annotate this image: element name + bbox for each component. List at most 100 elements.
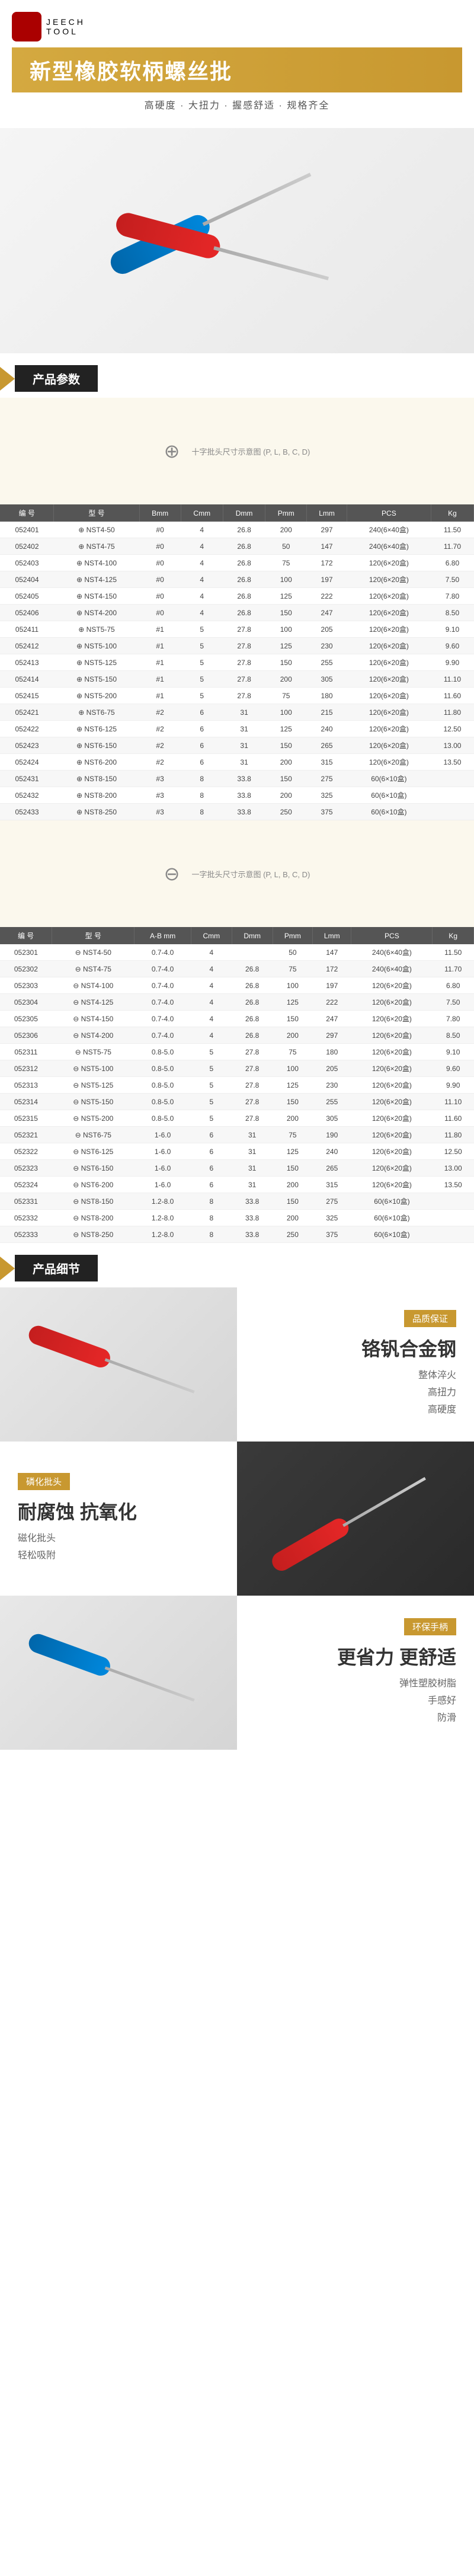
feature-badge: 品质保证	[404, 1310, 456, 1327]
table-cell: 125	[273, 1077, 313, 1094]
table-cell: 215	[307, 704, 347, 721]
table-cell: 305	[313, 1110, 351, 1127]
table-cell	[431, 771, 473, 787]
feature-image	[0, 1287, 237, 1442]
table-cell: 200	[273, 1110, 313, 1127]
table-cell: 200	[265, 754, 307, 771]
table-cell: 375	[307, 804, 347, 820]
table-cell: 26.8	[232, 977, 273, 994]
feature-title: 更省力 更舒适	[255, 1642, 456, 1670]
section-label-details: 产品细节	[15, 1255, 98, 1281]
table-cell: ⊕ NST8-150	[54, 771, 139, 787]
header: JEECH TOOL 新型橡胶软柄螺丝批 高硬度 · 大扭力 · 握感舒适 · …	[0, 0, 474, 128]
table-cell: 27.8	[223, 654, 265, 671]
table-cell: ⊖ NST5-150	[52, 1094, 134, 1110]
table-cell: 052321	[0, 1127, 52, 1143]
table-cell: 100	[265, 704, 307, 721]
table-cell: ⊖ NST5-100	[52, 1060, 134, 1077]
table-cell: 052313	[0, 1077, 52, 1094]
table-cell: 27.8	[223, 621, 265, 638]
table-cell: 1-6.0	[134, 1143, 191, 1160]
table-cell: 5	[191, 1094, 232, 1110]
table-cell: 265	[307, 737, 347, 754]
table-cell: 200	[273, 1027, 313, 1044]
table-cell: 75	[273, 1044, 313, 1060]
table-header: Kg	[431, 504, 473, 522]
table-cell: ⊕ NST5-150	[54, 671, 139, 688]
logo-text: JEECH TOOL	[46, 17, 85, 36]
arrow-icon	[0, 367, 15, 391]
table-row: 052415⊕ NST5-200#1527.875180120(6×20盒)11…	[0, 688, 474, 704]
feature-block: 磷化批头耐腐蚀 抗氧化磁化批头轻松吸附	[0, 1442, 474, 1596]
feature-text: 磷化批头耐腐蚀 抗氧化磁化批头轻松吸附	[0, 1442, 237, 1596]
table-cell: 052305	[0, 1011, 52, 1027]
table-row: 052315⊖ NST5-2000.8-5.0527.8200305120(6×…	[0, 1110, 474, 1127]
diagram-phillips: 十字批头尺寸示意图 (P, L, B, C, D)	[0, 398, 474, 504]
table-cell: ⊖ NST8-200	[52, 1210, 134, 1226]
table-cell: 33.8	[223, 804, 265, 820]
table-header: Cmm	[181, 504, 223, 522]
table-row: 052432⊕ NST8-200#3833.820032560(6×10盒)	[0, 787, 474, 804]
feature-block: 环保手柄更省力 更舒适弹性塑胶树脂手感好防滑	[0, 1596, 474, 1750]
table-cell: 052401	[0, 522, 54, 538]
table-cell: 125	[265, 721, 307, 737]
table-cell: #1	[139, 671, 181, 688]
table-cell: ⊖ NST5-75	[52, 1044, 134, 1060]
table-cell: 5	[191, 1110, 232, 1127]
table-cell: 240(6×40盒)	[347, 538, 431, 555]
table-cell: 9.60	[431, 638, 473, 654]
table-cell: 33.8	[232, 1193, 273, 1210]
table-cell: ⊖ NST8-150	[52, 1193, 134, 1210]
table-cell: 120(6×20盒)	[347, 754, 431, 771]
table-cell: 247	[313, 1011, 351, 1027]
table-cell: 26.8	[232, 961, 273, 977]
table-cell: 150	[273, 1193, 313, 1210]
table-header: 编 号	[0, 927, 52, 944]
table-cell: 31	[232, 1127, 273, 1143]
table-header: Pmm	[273, 927, 313, 944]
table-cell: 222	[307, 588, 347, 605]
table-cell: 100	[273, 977, 313, 994]
table-cell: 13.00	[431, 737, 473, 754]
table-cell: 75	[273, 961, 313, 977]
table-cell: 120(6×20盒)	[351, 977, 433, 994]
table-cell: 7.50	[433, 994, 474, 1011]
table-cell: 150	[265, 605, 307, 621]
table-cell: 6.80	[431, 555, 473, 571]
table-cell: ⊖ NST6-150	[52, 1160, 134, 1177]
table-cell: 11.60	[431, 688, 473, 704]
table-cell: 5	[181, 654, 223, 671]
table-header: PCS	[351, 927, 433, 944]
table-cell: 052406	[0, 605, 54, 621]
table-cell: 4	[181, 588, 223, 605]
table-cell: 190	[313, 1127, 351, 1143]
table-cell: 120(6×20盒)	[351, 1011, 433, 1027]
table-cell: 125	[265, 588, 307, 605]
table-cell: 100	[265, 571, 307, 588]
table-cell: 8	[191, 1226, 232, 1243]
table-cell: 8	[191, 1193, 232, 1210]
table-cell: 5	[191, 1077, 232, 1094]
table-cell: 120(6×20盒)	[347, 605, 431, 621]
table-cell: 5	[181, 621, 223, 638]
table-row: 052414⊕ NST5-150#1527.8200305120(6×20盒)1…	[0, 671, 474, 688]
table-cell: 1.2-8.0	[134, 1193, 191, 1210]
table-cell: 0.8-5.0	[134, 1077, 191, 1094]
table-cell: 33.8	[232, 1226, 273, 1243]
table-cell: ⊕ NST4-200	[54, 605, 139, 621]
table-cell: ⊖ NST6-200	[52, 1177, 134, 1193]
table-header: A-B mm	[134, 927, 191, 944]
table-cell: ⊖ NST4-75	[52, 961, 134, 977]
table-cell: 8	[191, 1210, 232, 1226]
table-cell: 120(6×20盒)	[351, 1127, 433, 1143]
table-cell: 9.90	[431, 654, 473, 671]
table-cell: 31	[232, 1143, 273, 1160]
table-row: 052323⊖ NST6-1501-6.0631150265120(6×20盒)…	[0, 1160, 474, 1177]
hero-image	[0, 128, 474, 353]
table-cell: 120(6×20盒)	[351, 994, 433, 1011]
table-row: 052402⊕ NST4-75#0426.850147240(6×40盒)11.…	[0, 538, 474, 555]
table-cell: 0.7-4.0	[134, 977, 191, 994]
table-cell: ⊕ NST5-75	[54, 621, 139, 638]
table-cell: 230	[307, 638, 347, 654]
table-cell: ⊕ NST4-100	[54, 555, 139, 571]
